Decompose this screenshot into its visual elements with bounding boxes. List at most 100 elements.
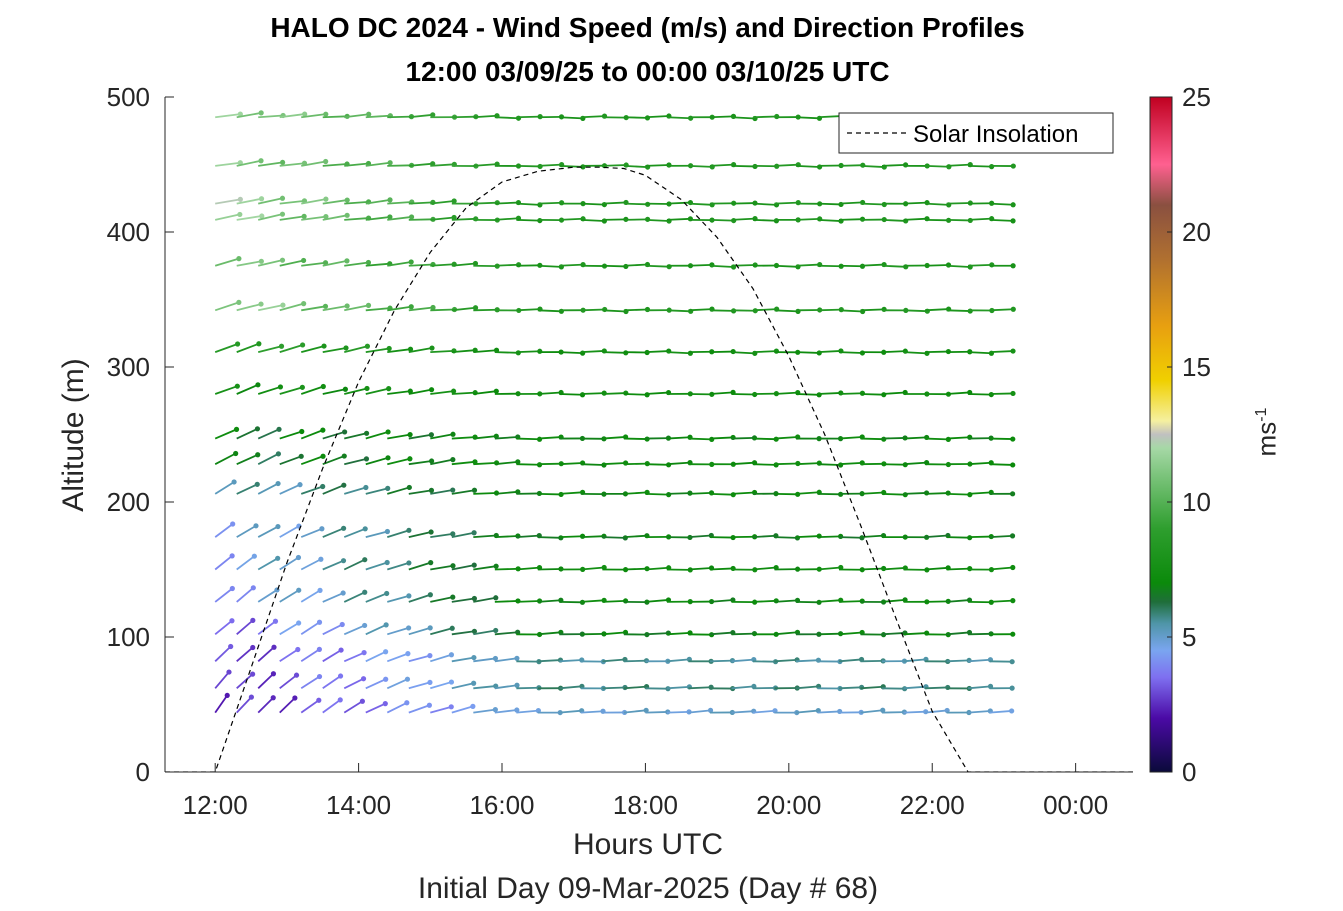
wind-arrow bbox=[279, 428, 305, 440]
wind-arrow-shaft bbox=[838, 201, 863, 205]
wind-arrow-head bbox=[258, 196, 265, 202]
wind-arrow-shaft bbox=[344, 432, 367, 440]
wind-arrow-shaft bbox=[731, 461, 755, 466]
wind-arrow-shaft bbox=[387, 562, 410, 571]
wind-arrow-head bbox=[386, 345, 392, 352]
wind-arrow-shaft bbox=[645, 264, 670, 268]
wind-arrow-head bbox=[1010, 202, 1016, 208]
wind-arrow-shaft bbox=[473, 596, 496, 603]
wind-arrow-head bbox=[320, 453, 326, 459]
wind-arrow-shaft bbox=[731, 437, 755, 440]
wind-arrow-shaft bbox=[473, 163, 498, 167]
wind-arrow bbox=[387, 388, 413, 395]
wind-arrow-shaft bbox=[925, 350, 949, 354]
wind-arrow-shaft bbox=[494, 684, 518, 690]
wind-arrow-shaft bbox=[322, 431, 345, 440]
wind-arrow-shaft bbox=[365, 161, 391, 167]
wind-arrow-head bbox=[405, 650, 411, 657]
wind-arrow-head bbox=[428, 560, 434, 566]
wind-arrow-shaft bbox=[257, 453, 279, 466]
wind-arrow-shaft bbox=[903, 201, 928, 205]
wind-arrow-head bbox=[248, 694, 254, 700]
wind-arrow-shaft bbox=[580, 566, 605, 571]
wind-arrow-head bbox=[492, 707, 498, 713]
wind-arrow-head bbox=[430, 112, 436, 118]
wind-arrow bbox=[473, 707, 498, 714]
wind-arrow bbox=[989, 631, 1016, 637]
wind-arrow-shaft bbox=[301, 160, 326, 167]
wind-arrow-shaft bbox=[494, 631, 518, 636]
wind-arrow bbox=[279, 587, 302, 603]
wind-arrow-shaft bbox=[709, 218, 734, 222]
wind-arrow-head bbox=[233, 426, 240, 432]
wind-arrow-shaft bbox=[430, 681, 452, 690]
wind-arrow-shaft bbox=[473, 708, 496, 714]
wind-arrow bbox=[343, 589, 368, 603]
wind-arrow bbox=[989, 462, 1016, 468]
wind-arrow-shaft bbox=[688, 567, 712, 571]
wind-arrow-shaft bbox=[300, 527, 323, 538]
wind-arrow bbox=[236, 671, 256, 689]
wind-arrow bbox=[300, 619, 323, 636]
wind-arrow-shaft bbox=[387, 216, 412, 221]
wind-arrow-head bbox=[471, 654, 477, 661]
x-tick-label: 00:00 bbox=[1043, 790, 1108, 820]
colorbar-tick-label: 10 bbox=[1182, 487, 1211, 517]
wind-arrow-shaft bbox=[989, 202, 1014, 206]
wind-arrow bbox=[537, 709, 563, 716]
wind-arrow-shaft bbox=[645, 493, 669, 496]
wind-arrow bbox=[860, 707, 886, 714]
wind-arrow-shaft bbox=[301, 305, 326, 312]
wind-arrow-shaft bbox=[623, 534, 647, 538]
wind-arrow-shaft bbox=[494, 709, 517, 714]
wind-arrow-head bbox=[317, 587, 323, 593]
wind-arrow-head bbox=[472, 305, 479, 311]
wind-arrow-shaft bbox=[387, 457, 411, 466]
wind-arrow bbox=[301, 196, 329, 205]
wind-arrow bbox=[344, 111, 372, 119]
wind-arrow-shaft bbox=[817, 218, 842, 222]
wind-arrow-head bbox=[1010, 263, 1016, 269]
wind-arrow-head bbox=[406, 527, 412, 533]
wind-arrow-head bbox=[450, 531, 456, 537]
wind-arrow bbox=[257, 451, 282, 466]
wind-arrow-shaft bbox=[257, 525, 279, 538]
wind-arrow-shaft bbox=[343, 558, 366, 571]
wind-arrow-shaft bbox=[236, 260, 262, 267]
wind-arrow-shaft bbox=[258, 114, 284, 119]
wind-arrow bbox=[300, 526, 325, 538]
wind-arrow-shaft bbox=[258, 259, 283, 267]
wind-arrow bbox=[215, 111, 243, 119]
wind-arrow-head bbox=[1010, 163, 1016, 169]
wind-arrow-shaft bbox=[408, 218, 434, 221]
wind-arrow-head bbox=[254, 481, 260, 487]
wind-arrow-shaft bbox=[344, 162, 369, 167]
wind-arrow bbox=[258, 211, 286, 221]
wind-arrow bbox=[214, 211, 243, 221]
wind-arrow bbox=[451, 680, 477, 690]
wind-arrow bbox=[214, 383, 240, 395]
wind-arrow-head bbox=[344, 258, 350, 264]
wind-arrow-shaft bbox=[968, 461, 992, 466]
wind-arrow bbox=[343, 557, 368, 571]
wind-arrow-shaft bbox=[494, 263, 519, 267]
wind-arrow bbox=[215, 196, 243, 205]
wind-arrow bbox=[343, 676, 367, 690]
wind-arrow-shaft bbox=[903, 658, 927, 663]
wind-arrow-shaft bbox=[516, 115, 541, 119]
wind-arrow-shaft bbox=[236, 197, 262, 205]
wind-arrow-shaft bbox=[968, 685, 991, 690]
wind-arrow-shaft bbox=[838, 436, 863, 440]
wind-arrow bbox=[343, 622, 368, 636]
wind-arrow bbox=[946, 657, 972, 664]
wind-arrow-shaft bbox=[688, 308, 713, 312]
wind-arrow-shaft bbox=[903, 461, 927, 466]
wind-arrow-shaft bbox=[214, 620, 233, 635]
wind-arrow-shaft bbox=[968, 710, 991, 714]
wind-arrow-shaft bbox=[602, 462, 626, 466]
wind-arrow-shaft bbox=[365, 487, 388, 495]
wind-arrow-head bbox=[514, 655, 520, 661]
wind-arrow bbox=[645, 686, 671, 692]
chart-title: HALO DC 2024 - Wind Speed (m/s) and Dire… bbox=[270, 12, 1025, 43]
wind-arrow-shaft bbox=[300, 589, 321, 603]
